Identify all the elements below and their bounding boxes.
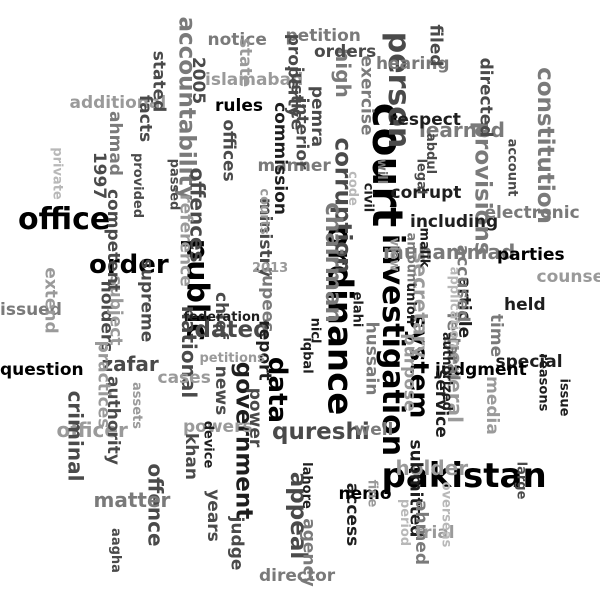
cloud-word-learned: learned <box>419 118 505 142</box>
cloud-word-news: news <box>210 365 231 415</box>
cloud-word-media: media <box>481 375 502 435</box>
cloud-word-hussain: hussain <box>361 321 382 395</box>
cloud-word-criminal: criminal <box>62 390 87 482</box>
cloud-word-electronic: electronic <box>484 202 580 223</box>
cloud-word-code: code <box>344 170 360 206</box>
cloud-word-device: device <box>200 420 216 468</box>
cloud-word-holder: holder <box>395 456 469 480</box>
cloud-word-elahi: elahi <box>349 291 365 327</box>
cloud-word-lahore: lahore <box>298 461 314 509</box>
cloud-word-extend: extend <box>40 266 61 334</box>
cloud-word-constitution: constitution <box>531 66 558 224</box>
cloud-word-respect: respect <box>389 109 461 130</box>
cloud-word-union: union <box>402 282 418 324</box>
cloud-word-powers: powers <box>183 416 253 437</box>
cloud-word-cases: cases <box>157 367 211 388</box>
cloud-word-office: office <box>18 202 111 237</box>
cloud-word-practices: practices <box>93 340 114 428</box>
cloud-word-petition: petition <box>285 25 361 46</box>
cloud-word-qureshi: qureshi <box>272 418 370 445</box>
cloud-word-authorized: authorized <box>438 331 454 411</box>
cloud-word-rules: rules <box>215 95 263 116</box>
cloud-word-power: power <box>244 387 265 447</box>
cloud-word-director: director <box>259 565 336 586</box>
cloud-word-1997: 1997 <box>88 151 109 199</box>
cloud-word-muhammad: muhammad <box>383 240 516 264</box>
cloud-word-petitions: petitions <box>199 350 265 366</box>
cloud-word-matter: matter <box>93 488 171 512</box>
cloud-word-will: will <box>373 158 389 184</box>
cloud-word-abdul: abdul <box>422 132 438 174</box>
cloud-word-provided: provided <box>129 152 145 218</box>
cloud-word-period: period <box>396 498 412 546</box>
cloud-word-competent: competent <box>102 188 123 292</box>
cloud-word-judge: judge <box>226 516 247 570</box>
cloud-word-issued: issued <box>0 299 62 320</box>
cloud-word-commission: commission <box>269 101 290 215</box>
cloud-word-passed: passed <box>166 158 182 210</box>
cloud-word-notice: notice <box>207 29 267 50</box>
cloud-word-aagha: aagha <box>107 527 123 573</box>
cloud-word-pakistan: pakistan <box>381 456 547 496</box>
cloud-word-judgment: judgment <box>435 359 527 380</box>
cloud-word-2013: 2013 <box>252 260 289 276</box>
cloud-word-private: private <box>49 146 65 200</box>
cloud-word-dated: dated <box>194 316 270 343</box>
cloud-word-purpose: purpose <box>399 332 420 412</box>
cloud-word-civil: civil <box>360 182 376 212</box>
cloud-word-person: person <box>381 31 417 149</box>
cloud-word-stated: stated <box>148 50 169 112</box>
cloud-word-officer: officer <box>56 418 128 442</box>
cloud-word-report: report <box>254 319 275 381</box>
cloud-word-special: special <box>495 351 563 372</box>
cloud-word-federation: federation <box>183 309 261 325</box>
cloud-word-nicl: nicl <box>307 317 323 343</box>
cloud-word-malik: malik <box>416 227 432 267</box>
cloud-word-question: question <box>0 359 84 380</box>
cloud-word-orders: orders <box>314 41 377 62</box>
cloud-word-islamabad: islamabad <box>205 69 304 90</box>
cloud-word-reasons: reasons <box>535 353 551 411</box>
cloud-word-including: including <box>410 211 499 232</box>
cloud-word-filed: filed <box>425 23 446 67</box>
cloud-word-issue: issue <box>556 377 572 417</box>
cloud-word-time: time <box>485 313 506 357</box>
cloud-word-order: order <box>89 250 169 280</box>
cloud-word-khan: khan <box>180 432 201 480</box>
cloud-word-property: property <box>283 33 304 117</box>
cloud-word-additional: additional <box>69 92 167 113</box>
cloud-word-account: account <box>504 138 520 196</box>
cloud-word-held: held <box>504 294 546 315</box>
cloud-word-pemra: pemra <box>306 85 327 147</box>
cloud-word-hearing: hearing <box>376 53 450 74</box>
cloud-word-nemo: nemo <box>338 483 392 504</box>
cloud-word-counsel: counsel <box>536 266 600 287</box>
cloud-word-chairman: chairman <box>319 201 346 323</box>
cloud-word-zafar: zafar <box>101 352 159 376</box>
cloud-word-overseas: overseas <box>438 481 454 547</box>
cloud-word-directed: directed <box>475 57 496 137</box>
cloud-word-view: view <box>386 237 402 271</box>
cloud-word-years: years <box>202 488 223 542</box>
cloud-word-exercise: exercise <box>356 55 377 135</box>
cloud-word-fine: fine <box>364 479 380 507</box>
cloud-word-offices: offices <box>218 118 239 182</box>
cloud-word-manner: manner <box>257 155 331 176</box>
cloud-word-courts: courts <box>256 187 272 235</box>
cloud-word-2005: 2005 <box>187 56 208 104</box>
cloud-word-well: well <box>354 419 394 440</box>
cloud-word-trial: trial <box>415 522 455 543</box>
cloud-word-large: large <box>513 461 529 499</box>
cloud-word-supreme: supreme <box>136 258 157 342</box>
cloud-word-parties: parties <box>497 244 565 265</box>
cloud-word-corrupt: corrupt <box>390 182 462 203</box>
cloud-word-assets: assets <box>128 381 144 429</box>
